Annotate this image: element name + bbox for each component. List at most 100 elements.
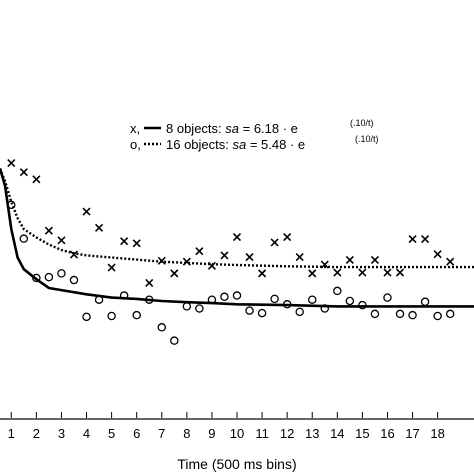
x-tick-label-2: 2: [33, 426, 40, 441]
o-marker-16: [207, 295, 217, 304]
legend-entry-8-objects: x, 8 objects: sa = 6.18 · e (.10/t): [130, 118, 374, 136]
x-marker-28: [358, 268, 367, 277]
o-marker-8: [107, 311, 116, 321]
o-marker-35: [445, 309, 455, 319]
legend-exponent-8-objects: (.10/t): [350, 118, 374, 128]
x-marker-10: [132, 239, 141, 248]
x-tick-label-16: 16: [380, 426, 394, 441]
x-marker-26: [333, 268, 342, 277]
legend-exponent-16-objects: (.10/t): [355, 134, 379, 144]
o-marker-4: [57, 269, 66, 278]
o-marker-14: [182, 302, 192, 311]
x-tick-label-1: 1: [8, 426, 15, 441]
o-marker-3: [44, 272, 54, 282]
x-tick-label-11: 11: [255, 426, 269, 441]
o-marker-2: [32, 273, 41, 283]
x-marker-27: [345, 255, 354, 265]
fit-lines: [0, 168, 474, 308]
x-marker-8: [107, 263, 116, 272]
x-marker-2: [32, 175, 41, 184]
x-tick-label-3: 3: [58, 426, 65, 441]
o-marker-28: [358, 300, 367, 310]
o-marker-1: [19, 234, 29, 243]
legend-text-16-objects: 16 objects: sa = 5.48 · e: [166, 137, 305, 152]
x-marker-11: [145, 278, 154, 288]
legend: x, 8 objects: sa = 6.18 · e (.10/t) o, 1…: [130, 118, 379, 152]
x-marker-17: [220, 251, 229, 260]
legend-marker-label-o: o,: [130, 137, 141, 152]
o-marker-18: [232, 291, 242, 300]
o-marker-33: [420, 297, 430, 307]
o-marker-24: [307, 295, 317, 304]
plot-frame: [0, 418, 474, 420]
x-marker-34: [433, 250, 442, 259]
x-marker-5: [69, 250, 79, 259]
x-marker-15: [195, 247, 204, 256]
x-marker-35: [446, 257, 455, 266]
x-marker-20: [258, 269, 267, 278]
o-marker-15: [195, 304, 204, 313]
o-marker-7: [94, 295, 104, 304]
x-tick-label-13: 13: [305, 426, 319, 441]
o-marker-27: [345, 296, 355, 306]
o-marker-11: [144, 295, 154, 304]
o-marker-21: [270, 294, 279, 304]
o-marker-32: [408, 310, 417, 320]
x-tick-label-6: 6: [133, 426, 140, 441]
x-tick-label-4: 4: [83, 426, 90, 441]
x-tick-label-15: 15: [355, 426, 369, 441]
x-marker-12: [157, 256, 166, 265]
o-marker-12: [157, 323, 167, 332]
x-marker-13: [170, 269, 179, 278]
x-tick-label-5: 5: [108, 426, 115, 441]
x-marker-23: [295, 253, 304, 262]
x-tick-label-17: 17: [405, 426, 419, 441]
x-marker-19: [245, 253, 254, 262]
x-marker-0: [7, 158, 16, 168]
o-marker-0: [7, 200, 16, 210]
o-marker-5: [69, 275, 79, 285]
x-marker-9: [120, 237, 129, 246]
x-ticks: [10, 412, 439, 418]
fit-line-dotted: [0, 168, 474, 269]
x-marker-25: [320, 260, 329, 269]
x-tick-label-9: 9: [208, 426, 215, 441]
o-marker-6: [82, 312, 91, 322]
x-tick-label-7: 7: [158, 426, 165, 441]
o-marker-19: [245, 306, 254, 315]
o-marker-17: [220, 292, 229, 302]
x-marker-7: [94, 223, 104, 232]
x-marker-24: [308, 269, 317, 278]
legend-text-8-objects: 8 objects: sa = 6.18 · e: [166, 121, 298, 136]
x-marker-6: [82, 207, 91, 216]
o-marker-10: [132, 310, 141, 320]
x-axis-label: Time (500 ms bins): [177, 456, 296, 472]
legend-marker-label-x: x,: [130, 121, 140, 136]
o-marker-9: [119, 291, 129, 300]
x-tick-label-18: 18: [430, 426, 444, 441]
x-marker-22: [283, 232, 292, 242]
o-marker-22: [282, 300, 292, 309]
x-marker-32: [408, 235, 417, 244]
x-tick-label-12: 12: [280, 426, 294, 441]
x-marker-18: [232, 232, 242, 242]
x-tick-label-8: 8: [183, 426, 190, 441]
o-marker-13: [170, 336, 179, 345]
x-marker-33: [421, 235, 430, 244]
o-marker-26: [333, 286, 342, 296]
fit-line-solid: [0, 168, 474, 308]
x-marker-3: [44, 226, 53, 235]
x-marker-29: [370, 255, 380, 265]
x-marker-30: [383, 268, 392, 277]
o-marker-20: [257, 308, 267, 318]
o-marker-30: [383, 293, 392, 302]
x-marker-31: [395, 268, 405, 277]
x-tick-labels: 1 2 3 4 5 6 7 8 9 10 11 12 13 14 15 16 17 18: [8, 426, 445, 441]
x-marker-14: [182, 257, 191, 266]
o-marker-25: [320, 304, 330, 313]
x-tick-label-10: 10: [230, 426, 244, 441]
o-marker-29: [370, 309, 380, 319]
x-marker-4: [57, 236, 66, 245]
o-marker-23: [295, 307, 304, 317]
